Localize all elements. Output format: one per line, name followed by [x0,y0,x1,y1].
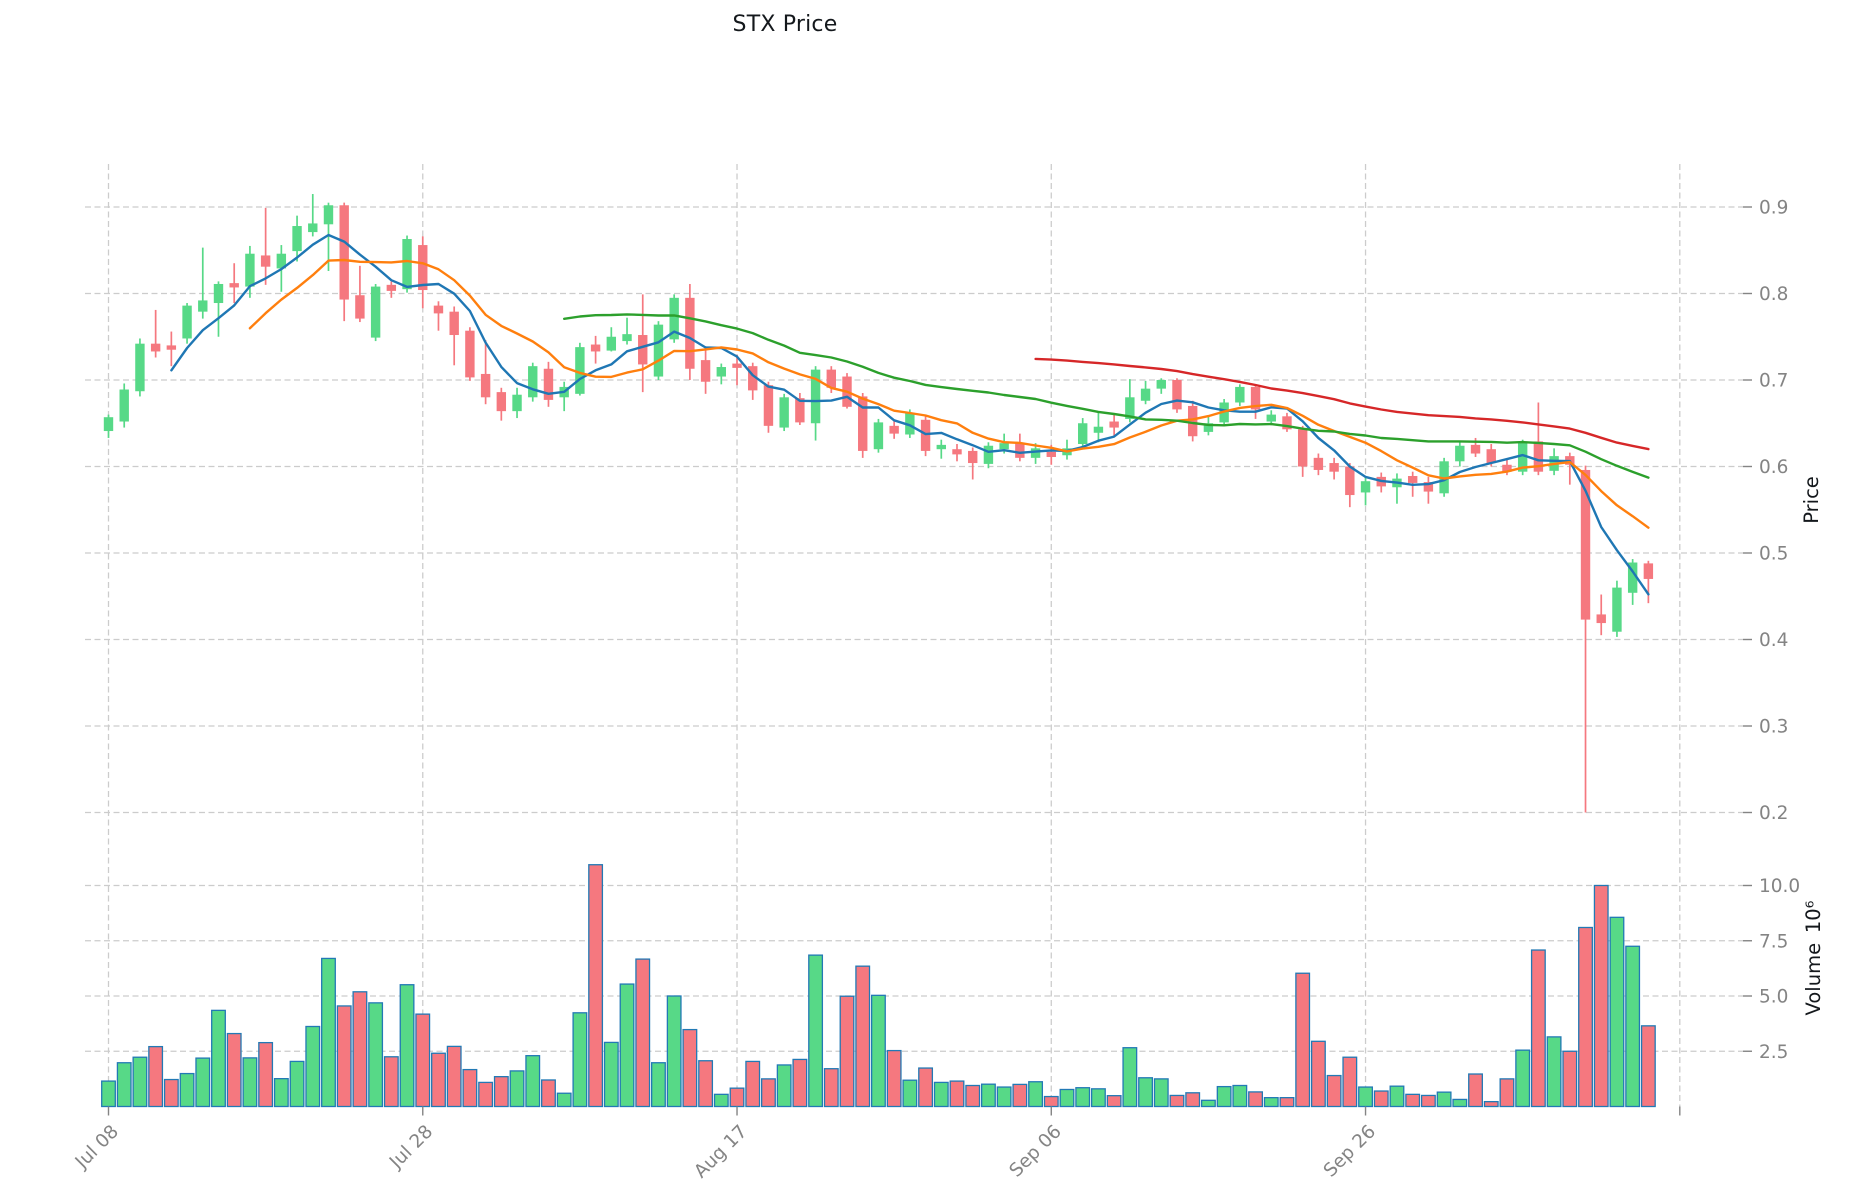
svg-text:Jul 08: Jul 08 [71,1121,123,1173]
svg-text:0.7: 0.7 [1759,371,1788,392]
svg-text:0.4: 0.4 [1759,630,1788,651]
svg-text:Volume 10⁶: Volume 10⁶ [1802,900,1825,1015]
svg-text:Price: Price [1800,476,1823,524]
svg-text:5.0: 5.0 [1759,987,1788,1008]
svg-text:0.2: 0.2 [1759,803,1788,824]
svg-text:0.3: 0.3 [1759,717,1788,738]
chart-title: STX Price [732,12,838,37]
svg-text:Sep 06: Sep 06 [1006,1121,1066,1181]
svg-text:0.6: 0.6 [1759,457,1788,478]
svg-text:7.5: 7.5 [1759,931,1788,952]
svg-text:0.5: 0.5 [1759,544,1788,565]
svg-text:0.9: 0.9 [1759,198,1788,219]
svg-text:0.8: 0.8 [1759,284,1788,305]
svg-text:Jul 28: Jul 28 [385,1121,437,1173]
svg-text:Aug 17: Aug 17 [690,1121,751,1182]
svg-text:Sep 26: Sep 26 [1320,1121,1380,1181]
svg-text:2.5: 2.5 [1759,1042,1788,1063]
svg-text:10.0: 10.0 [1759,876,1800,897]
